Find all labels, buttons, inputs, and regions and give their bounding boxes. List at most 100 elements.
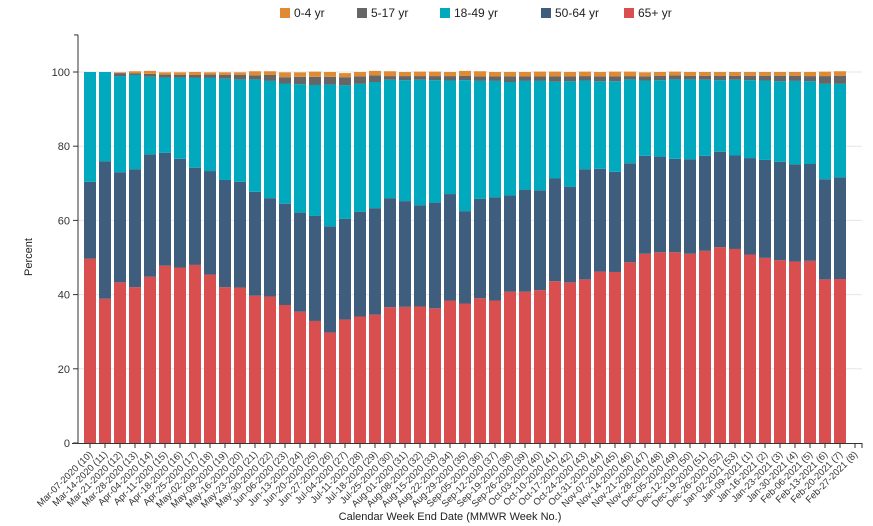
bar-segment-50-64-yr (609, 171, 621, 272)
y-tick-label: 100 (52, 67, 70, 79)
bar-stack (369, 70, 381, 443)
bar-segment-5-17-yr (159, 74, 171, 78)
bar-segment-65-yr (309, 320, 321, 443)
bar-segment-18-49-yr (609, 81, 621, 172)
bar-segment-5-17-yr (249, 75, 261, 80)
bar-segment-0-4-yr (819, 71, 831, 77)
bar-segment-0-4-yr (489, 72, 501, 77)
bar-segment-65-yr (144, 276, 156, 443)
bar-segment-50-64-yr (489, 197, 501, 301)
bar-segment-18-49-yr (309, 84, 321, 216)
bar-segment-18-49-yr (339, 85, 351, 219)
bar-segment-0-4-yr (189, 72, 201, 75)
bar-segment-50-64-yr (369, 208, 381, 315)
bar-segment-65-yr (249, 295, 261, 443)
bar-segment-0-4-yr (354, 72, 366, 77)
bar-stack (609, 71, 621, 443)
bar-stack (204, 72, 216, 443)
bar-segment-18-49-yr (294, 84, 306, 213)
bar-stack (384, 71, 396, 443)
bar-segment-5-17-yr (114, 73, 126, 77)
bar-segment-50-64-yr (324, 226, 336, 333)
bar-segment-50-64-yr (354, 211, 366, 317)
bar-stack (504, 72, 516, 443)
bar-segment-5-17-yr (639, 76, 651, 81)
bar-stack (819, 71, 831, 443)
bar-stack (474, 71, 486, 443)
bar-stack (309, 71, 321, 443)
bar-segment-50-64-yr (639, 155, 651, 254)
bar-segment-5-17-yr (729, 75, 741, 80)
bar-segment-65-yr (279, 304, 291, 443)
bar-segment-5-17-yr (594, 76, 606, 82)
bar-segment-5-17-yr (684, 75, 696, 80)
bar-segment-65-yr (204, 274, 216, 443)
bar-segment-18-49-yr (159, 77, 171, 153)
bar-stack (549, 71, 561, 443)
bar-segment-65-yr (474, 298, 486, 443)
bar-stack (429, 71, 441, 443)
bar-stack (294, 72, 306, 443)
bar-segment-5-17-yr (309, 76, 321, 85)
bar-segment-50-64-yr (129, 169, 141, 288)
bar-segment-65-yr (159, 265, 171, 443)
bar-segment-65-yr (639, 253, 651, 443)
bar-segment-50-64-yr (384, 198, 396, 308)
bar-segment-18-49-yr (189, 77, 201, 168)
bar-segment-0-4-yr (399, 72, 411, 77)
legend-item[interactable]: 0-4 yr (280, 6, 325, 20)
bar-segment-65-yr (819, 279, 831, 443)
bar-segment-65-yr (324, 332, 336, 443)
bar-segment-0-4-yr (429, 71, 441, 77)
bar-segment-50-64-yr (99, 161, 111, 299)
legend-item[interactable]: 18-49 yr (440, 6, 498, 20)
bar-segment-0-4-yr (294, 72, 306, 77)
bar-segment-18-49-yr (504, 82, 516, 196)
bar-segment-50-64-yr (744, 158, 756, 255)
bar-stack (519, 72, 531, 443)
bar-segment-50-64-yr (624, 163, 636, 263)
bar-stack (459, 70, 471, 443)
legend-swatch (357, 8, 367, 18)
bar-stack (714, 72, 726, 443)
legend-swatch (440, 8, 450, 18)
bar-segment-65-yr (594, 271, 606, 443)
bar-segment-50-64-yr (519, 189, 531, 292)
bar-segment-0-4-yr (549, 71, 561, 77)
bar-segment-18-49-yr (324, 84, 336, 227)
bar-segment-0-4-yr (309, 71, 321, 77)
bar-segment-0-4-yr (279, 72, 291, 78)
bar-segment-0-4-yr (744, 72, 756, 76)
legend-item[interactable]: 50-64 yr (541, 6, 599, 20)
bar-segment-50-64-yr (279, 203, 291, 305)
legend-item[interactable]: 5-17 yr (357, 6, 408, 20)
y-tick-label: 20 (58, 364, 70, 376)
bar-segment-5-17-yr (819, 76, 831, 84)
y-tick-label: 0 (64, 438, 70, 450)
bar-segment-5-17-yr (534, 76, 546, 81)
bar-segment-18-49-yr (219, 78, 231, 180)
bar-segment-65-yr (489, 300, 501, 443)
bar-segment-50-64-yr (234, 181, 246, 288)
bar-stack (654, 72, 666, 443)
bar-segment-5-17-yr (444, 76, 456, 81)
bar-segment-65-yr (219, 287, 231, 443)
bar-segment-0-4-yr (534, 71, 546, 77)
legend-item[interactable]: 65+ yr (624, 6, 672, 20)
bar-segment-0-4-yr (729, 72, 741, 76)
bar-segment-65-yr (579, 279, 591, 443)
bar-stack (324, 72, 336, 443)
bar-segment-18-49-yr (579, 80, 591, 170)
bar-segment-50-64-yr (819, 179, 831, 280)
bar-segment-5-17-yr (174, 74, 186, 78)
bar-segment-5-17-yr (204, 74, 216, 78)
bar-stack (804, 72, 816, 443)
bar-stack (774, 72, 786, 443)
bar-segment-65-yr (114, 282, 126, 443)
bar-stack (579, 71, 591, 443)
bar-stack (249, 71, 261, 443)
bar-segment-18-49-yr (84, 72, 96, 182)
bar-segment-0-4-yr (609, 71, 621, 77)
bar-stack (159, 72, 171, 443)
bar-segment-18-49-yr (444, 80, 456, 195)
